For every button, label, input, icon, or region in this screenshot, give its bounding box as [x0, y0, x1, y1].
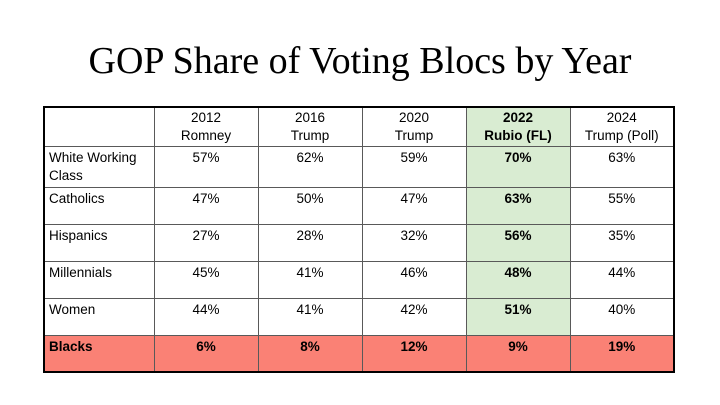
cell-value: 62%: [257, 146, 363, 188]
cell-value: 28%: [257, 224, 363, 262]
cell-value: 46%: [361, 261, 467, 299]
column-candidate: Rubio (FL): [484, 128, 552, 143]
cell-value-highlighted: 56%: [465, 224, 571, 262]
table-row-women: Women 44% 41% 42% 51% 40%: [43, 298, 675, 336]
voting-blocs-table: 2012 Romney 2016 Trump 2020 Trump 2022 R…: [43, 106, 675, 373]
row-label: White Working Class: [43, 146, 155, 188]
cell-value: 41%: [257, 261, 363, 299]
row-label: Women: [43, 298, 155, 336]
cell-value: 41%: [257, 298, 363, 336]
cell-value-highlighted: 51%: [465, 298, 571, 336]
cell-value: 27%: [153, 224, 259, 262]
table-row-blacks-highlighted: Blacks 6% 8% 12% 9% 19%: [43, 335, 675, 372]
cell-value: 32%: [361, 224, 467, 262]
cell-value: 59%: [361, 146, 467, 188]
cell-value: 63%: [569, 146, 675, 188]
column-candidate: Trump (Poll): [584, 128, 659, 143]
cell-value: 47%: [153, 187, 259, 225]
column-year: 2020: [398, 110, 430, 125]
column-year: 2012: [190, 110, 222, 125]
table-row-catholics: Catholics 47% 50% 47% 63% 55%: [43, 187, 675, 225]
cell-value-highlighted: 70%: [465, 146, 571, 188]
cell-value: 50%: [257, 187, 363, 225]
table-row-millennials: Millennials 45% 41% 46% 48% 44%: [43, 261, 675, 299]
column-header-2012: 2012 Romney: [153, 106, 259, 147]
column-header-2022-highlighted: 2022 Rubio (FL): [465, 106, 571, 147]
column-year: 2016: [294, 110, 326, 125]
cell-value: 40%: [569, 298, 675, 336]
row-label: Blacks: [43, 335, 155, 372]
column-header-2024: 2024 Trump (Poll): [569, 106, 675, 147]
cell-value: 19%: [569, 335, 675, 372]
corner-cell: [43, 106, 155, 147]
cell-value: 44%: [569, 261, 675, 299]
slide-title: GOP Share of Voting Blocs by Year: [88, 40, 632, 82]
column-candidate: Romney: [180, 128, 232, 143]
cell-value: 57%: [153, 146, 259, 188]
row-label: Hispanics: [43, 224, 155, 262]
cell-value: 35%: [569, 224, 675, 262]
row-label: Catholics: [43, 187, 155, 225]
column-year: 2024: [606, 110, 637, 125]
cell-value: 9%: [465, 335, 571, 372]
cell-value: 6%: [153, 335, 259, 372]
column-year: 2022: [502, 110, 534, 125]
table-row-hispanics: Hispanics 27% 28% 32% 56% 35%: [43, 224, 675, 262]
cell-value: 12%: [361, 335, 467, 372]
cell-value-highlighted: 48%: [465, 261, 571, 299]
table-row-white-working-class: White Working Class 57% 62% 59% 70% 63%: [43, 146, 675, 188]
cell-value: 45%: [153, 261, 259, 299]
cell-value-highlighted: 63%: [465, 187, 571, 225]
row-label: Millennials: [43, 261, 155, 299]
cell-value: 47%: [361, 187, 467, 225]
cell-value: 8%: [257, 335, 363, 372]
cell-value: 55%: [569, 187, 675, 225]
column-header-2016: 2016 Trump: [257, 106, 363, 147]
cell-value: 44%: [153, 298, 259, 336]
cell-value: 42%: [361, 298, 467, 336]
column-candidate: Trump: [290, 128, 330, 143]
column-candidate: Trump: [394, 128, 434, 143]
header-row: 2012 Romney 2016 Trump 2020 Trump 2022 R…: [43, 106, 675, 147]
column-header-2020: 2020 Trump: [361, 106, 467, 147]
